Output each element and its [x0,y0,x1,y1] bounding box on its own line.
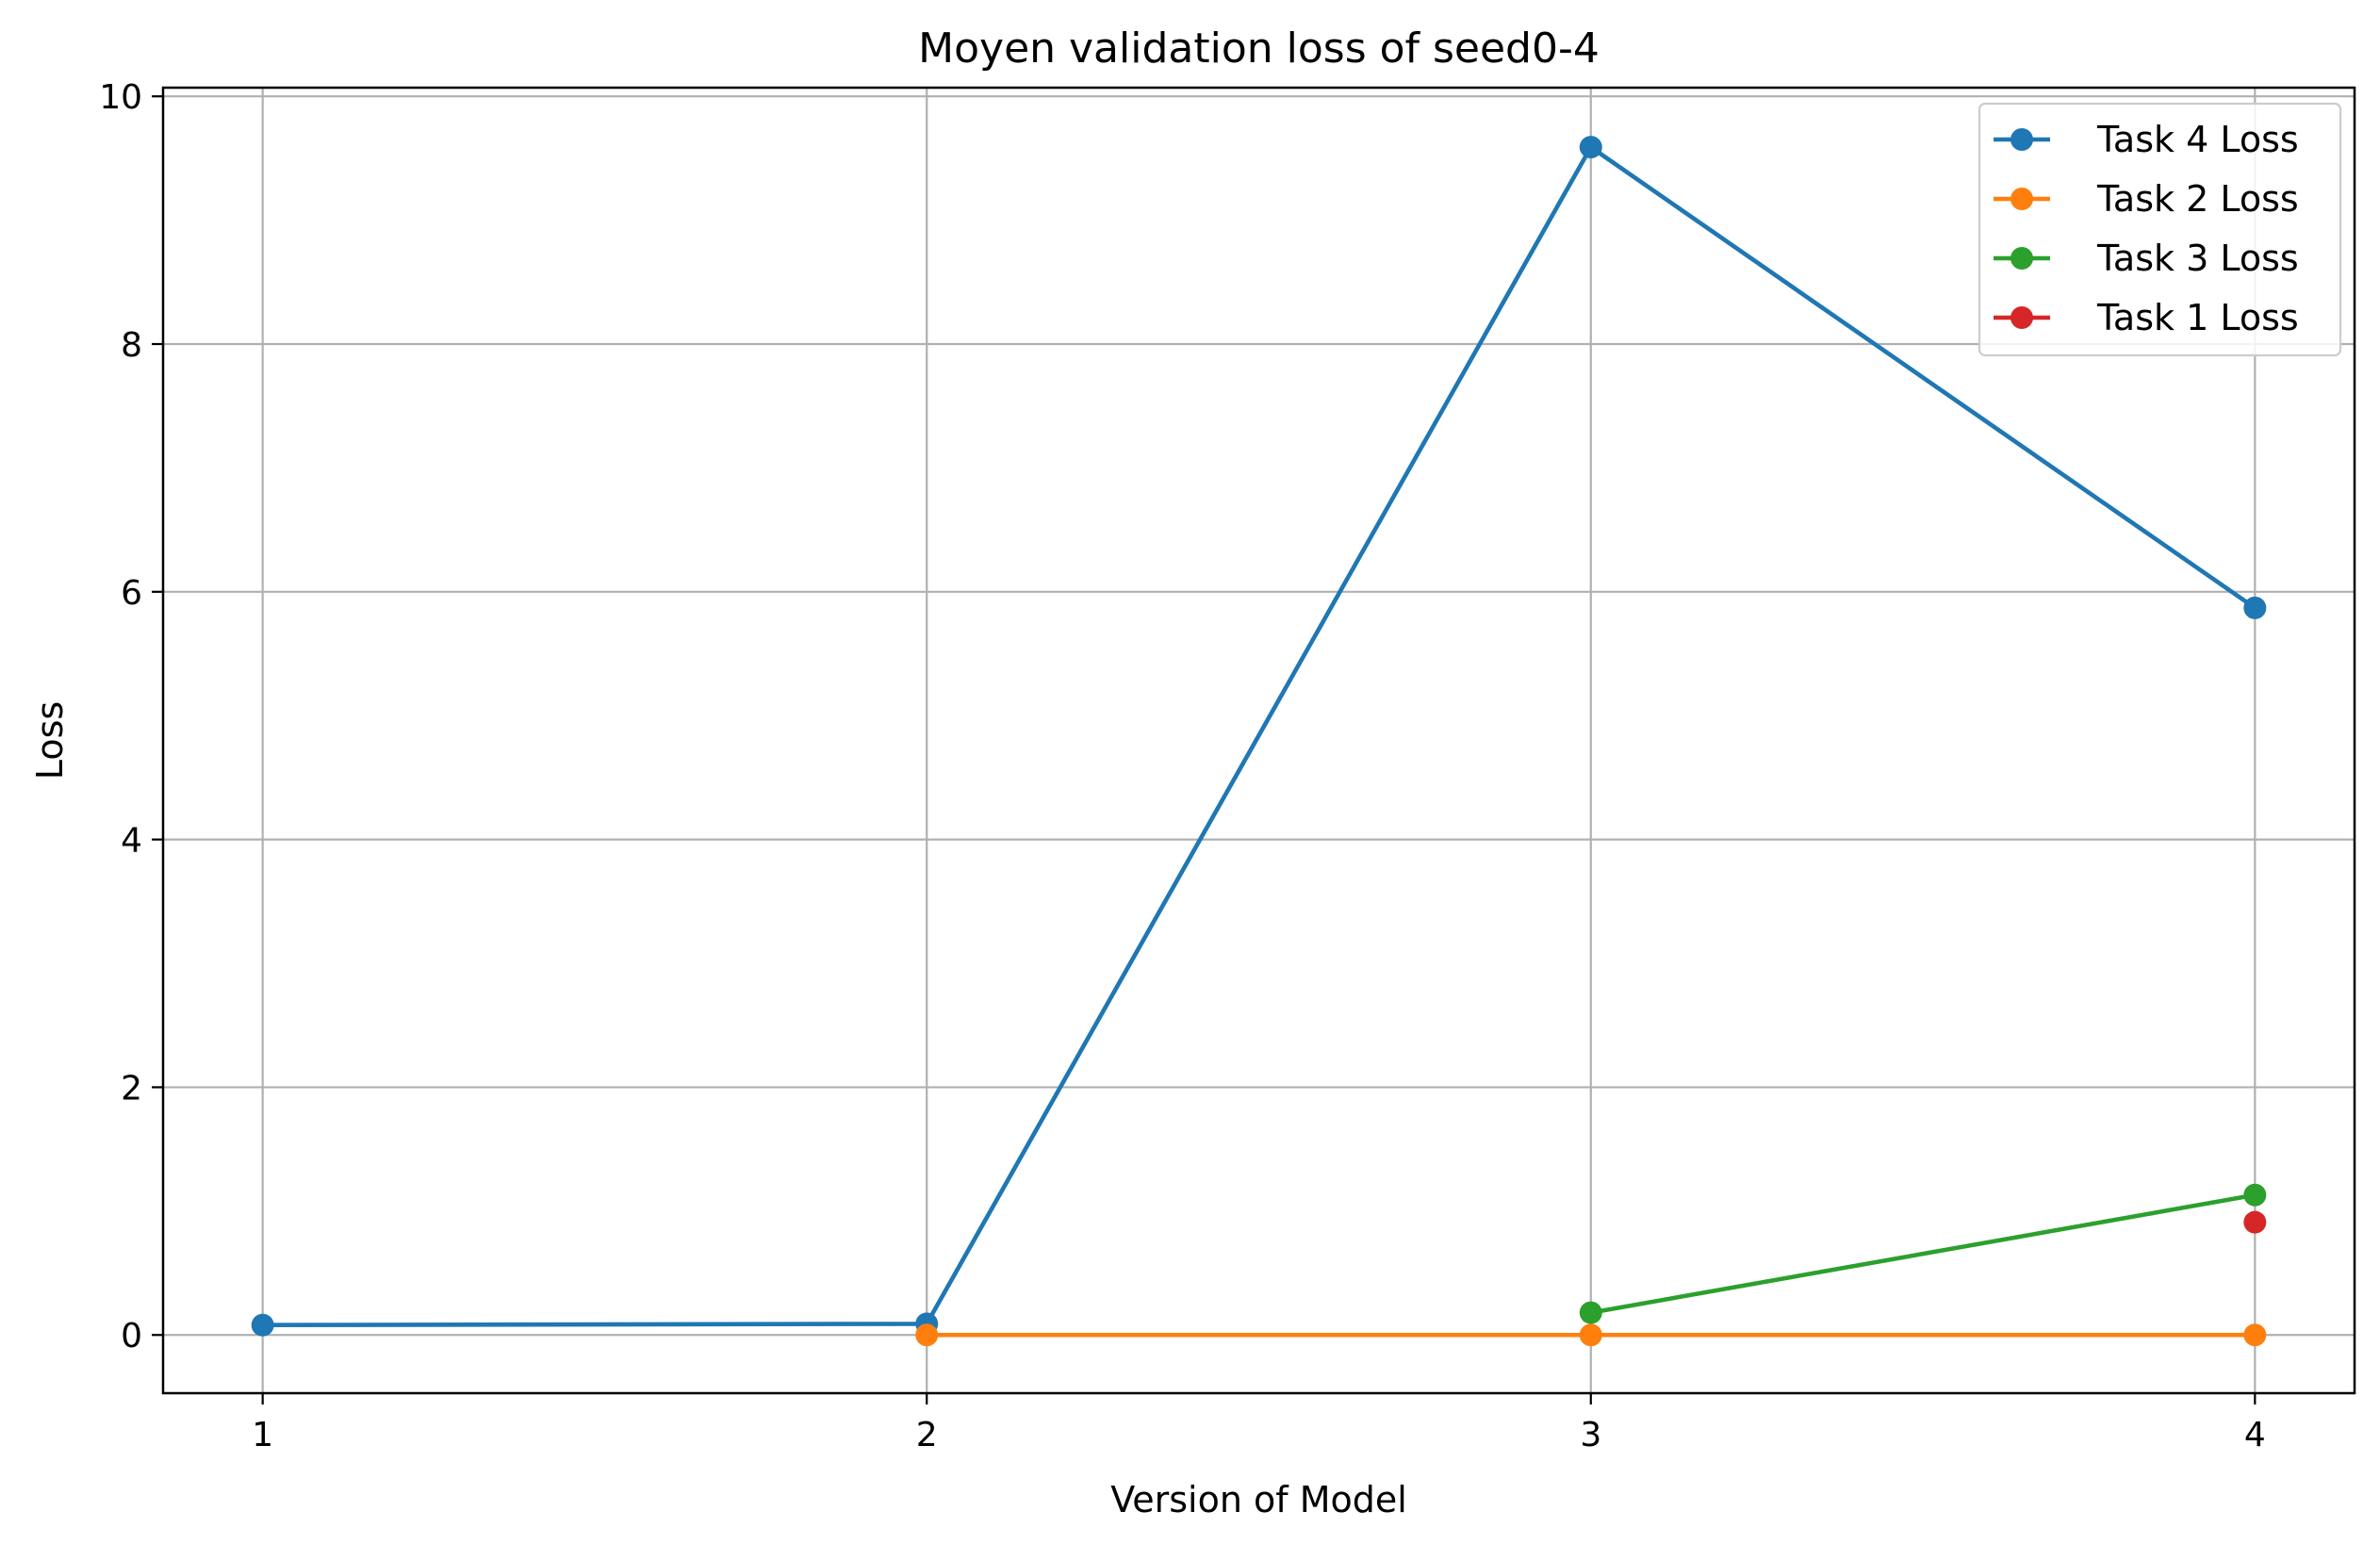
legend-label: Task 4 Loss [2096,119,2299,160]
y-tick-label: 8 [121,326,142,365]
data-point [1579,136,1602,159]
grid-lines [163,88,2355,1393]
legend-marker [2011,306,2033,329]
series-line [262,144,2257,1328]
y-tick-label: 4 [121,822,142,861]
legend-item: Task 3 Loss [1994,238,2299,279]
x-tick-label: 2 [916,1416,938,1454]
y-tick-label: 10 [99,78,142,117]
legend-item: Task 4 Loss [1994,119,2299,160]
data-point [251,1313,274,1337]
x-tick-label: 4 [2244,1416,2266,1454]
legend-label: Task 1 Loss [2096,297,2299,338]
legend-marker [2011,188,2033,210]
legend: Task 4 Loss Task 2 Loss Task 3 Loss Task 1 … [1978,102,2342,357]
data-point [2243,1323,2267,1347]
axis-ticks: 1 2 3 4 0 2 4 6 8 10 [99,78,2266,1454]
y-tick-label: 2 [121,1069,142,1108]
chart-title: Moyen validation loss of seed0-4 [918,25,1600,73]
legend-marker [2011,247,2033,270]
y-tick-label: 6 [121,574,142,613]
data-point [915,1323,939,1347]
y-tick-label: 0 [121,1317,142,1355]
series-task-4-loss [251,136,2267,1337]
x-tick-label: 3 [1580,1416,1601,1454]
legend-label: Task 2 Loss [2096,178,2299,220]
legend-label: Task 3 Loss [2096,238,2299,279]
x-axis-label: Version of Model [1110,1479,1407,1520]
legend-item: Task 2 Loss [1994,178,2299,220]
data-point [1579,1323,1602,1347]
series-line [1590,1192,2256,1315]
data-point [2243,1183,2267,1207]
plot-frame [161,86,2356,1395]
series-task-2-loss [915,1323,2267,1347]
y-axis-label: Loss [29,701,71,780]
data-point [2243,1210,2267,1234]
series-task-1-loss [2243,1210,2267,1234]
legend-marker [2011,128,2033,151]
data-point [2243,596,2267,619]
series-task-3-loss [1579,1183,2267,1324]
x-tick-label: 1 [252,1416,273,1454]
series-layer [251,136,2267,1347]
data-point [1579,1301,1602,1324]
legend-box [1978,102,2342,357]
legend-item: Task 1 Loss [1994,297,2299,338]
